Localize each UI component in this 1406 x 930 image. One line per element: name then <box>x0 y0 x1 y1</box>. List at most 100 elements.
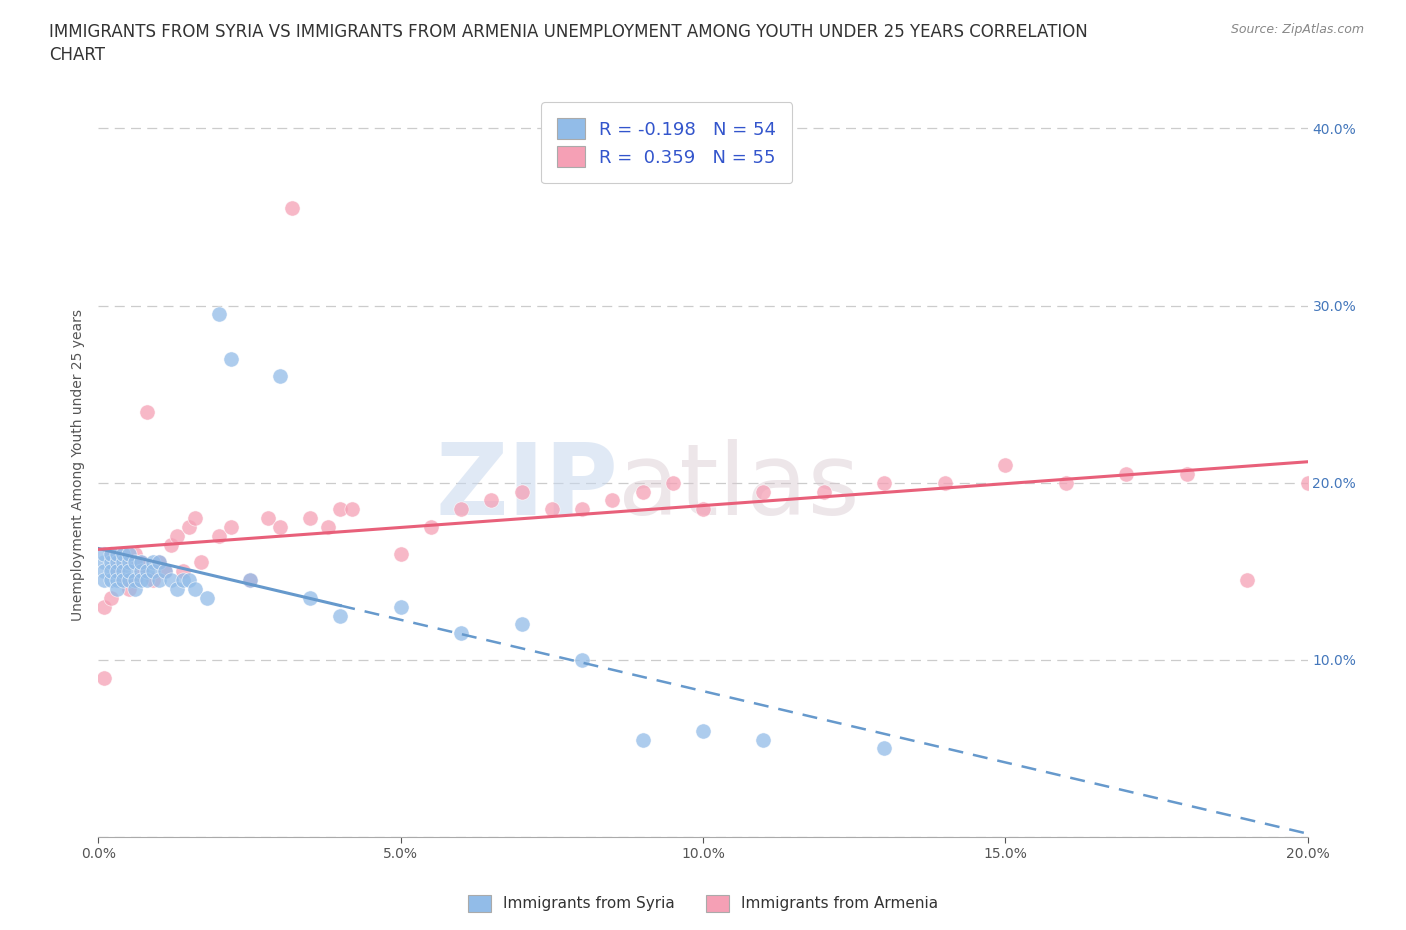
Text: Source: ZipAtlas.com: Source: ZipAtlas.com <box>1230 23 1364 36</box>
Point <box>93 555 115 570</box>
Point <box>752 485 775 499</box>
Point <box>481 493 503 508</box>
Point <box>153 564 176 578</box>
Point <box>450 626 472 641</box>
Point <box>208 307 231 322</box>
Point <box>281 201 304 216</box>
Point <box>153 564 176 578</box>
Point <box>208 528 231 543</box>
Point <box>195 591 218 605</box>
Point <box>142 555 165 570</box>
Point <box>752 732 775 747</box>
Point <box>1296 475 1319 490</box>
Point <box>129 564 152 578</box>
Point <box>129 555 152 570</box>
Point <box>129 555 152 570</box>
Point <box>111 573 134 588</box>
Point <box>148 573 170 588</box>
Point <box>105 573 128 588</box>
Point <box>160 538 183 552</box>
Point <box>316 520 339 535</box>
Point <box>299 591 322 605</box>
Point <box>105 555 128 570</box>
Point <box>571 502 593 517</box>
Point <box>269 520 291 535</box>
Point <box>135 564 157 578</box>
Point <box>124 573 146 588</box>
Point <box>692 724 714 738</box>
Point <box>166 528 188 543</box>
Point <box>135 573 157 588</box>
Point <box>135 405 157 419</box>
Point <box>124 555 146 570</box>
Point <box>571 653 593 668</box>
Point <box>105 564 128 578</box>
Point <box>299 511 322 525</box>
Point <box>100 564 122 578</box>
Point <box>93 599 115 614</box>
Legend: Immigrants from Syria, Immigrants from Armenia: Immigrants from Syria, Immigrants from A… <box>463 889 943 918</box>
Point <box>100 555 122 570</box>
Point <box>813 485 835 499</box>
Point <box>934 475 956 490</box>
Point <box>256 511 278 525</box>
Text: ZIP: ZIP <box>436 439 619 536</box>
Point <box>118 564 141 578</box>
Point <box>93 546 115 561</box>
Point <box>129 573 152 588</box>
Point <box>269 369 291 384</box>
Point <box>111 546 134 561</box>
Point <box>179 573 201 588</box>
Point <box>100 546 122 561</box>
Point <box>100 591 122 605</box>
Point <box>142 564 165 578</box>
Point <box>105 546 128 561</box>
Point <box>111 555 134 570</box>
Point <box>239 573 262 588</box>
Text: IMMIGRANTS FROM SYRIA VS IMMIGRANTS FROM ARMENIA UNEMPLOYMENT AMONG YOUTH UNDER : IMMIGRANTS FROM SYRIA VS IMMIGRANTS FROM… <box>49 23 1088 41</box>
Point <box>142 573 165 588</box>
Point <box>93 564 115 578</box>
Point <box>118 573 141 588</box>
Point <box>540 502 562 517</box>
Point <box>389 546 412 561</box>
Point <box>1054 475 1077 490</box>
Point <box>124 581 146 596</box>
Point <box>342 502 364 517</box>
Point <box>105 581 128 596</box>
Point <box>129 564 152 578</box>
Point <box>124 546 146 561</box>
Point <box>100 573 122 588</box>
Point <box>93 573 115 588</box>
Text: CHART: CHART <box>49 46 105 64</box>
Point <box>631 485 654 499</box>
Point <box>111 573 134 588</box>
Point <box>510 617 533 631</box>
Point <box>148 555 170 570</box>
Point <box>100 546 122 561</box>
Point <box>602 493 624 508</box>
Point <box>148 555 170 570</box>
Point <box>118 555 141 570</box>
Point <box>329 502 352 517</box>
Point <box>692 502 714 517</box>
Point <box>420 520 443 535</box>
Point <box>172 564 194 578</box>
Point <box>93 671 115 685</box>
Point <box>184 511 207 525</box>
Point <box>1236 573 1258 588</box>
Point <box>1115 467 1137 482</box>
Point <box>329 608 352 623</box>
Point <box>179 520 201 535</box>
Point <box>510 485 533 499</box>
Point <box>111 546 134 561</box>
Point <box>172 573 194 588</box>
Legend: R = -0.198   N = 54, R =  0.359   N = 55: R = -0.198 N = 54, R = 0.359 N = 55 <box>541 102 792 183</box>
Point <box>994 458 1017 472</box>
Point <box>631 732 654 747</box>
Point <box>105 564 128 578</box>
Point <box>1175 467 1198 482</box>
Point <box>184 581 207 596</box>
Point <box>118 546 141 561</box>
Y-axis label: Unemployment Among Youth under 25 years: Unemployment Among Youth under 25 years <box>70 309 84 621</box>
